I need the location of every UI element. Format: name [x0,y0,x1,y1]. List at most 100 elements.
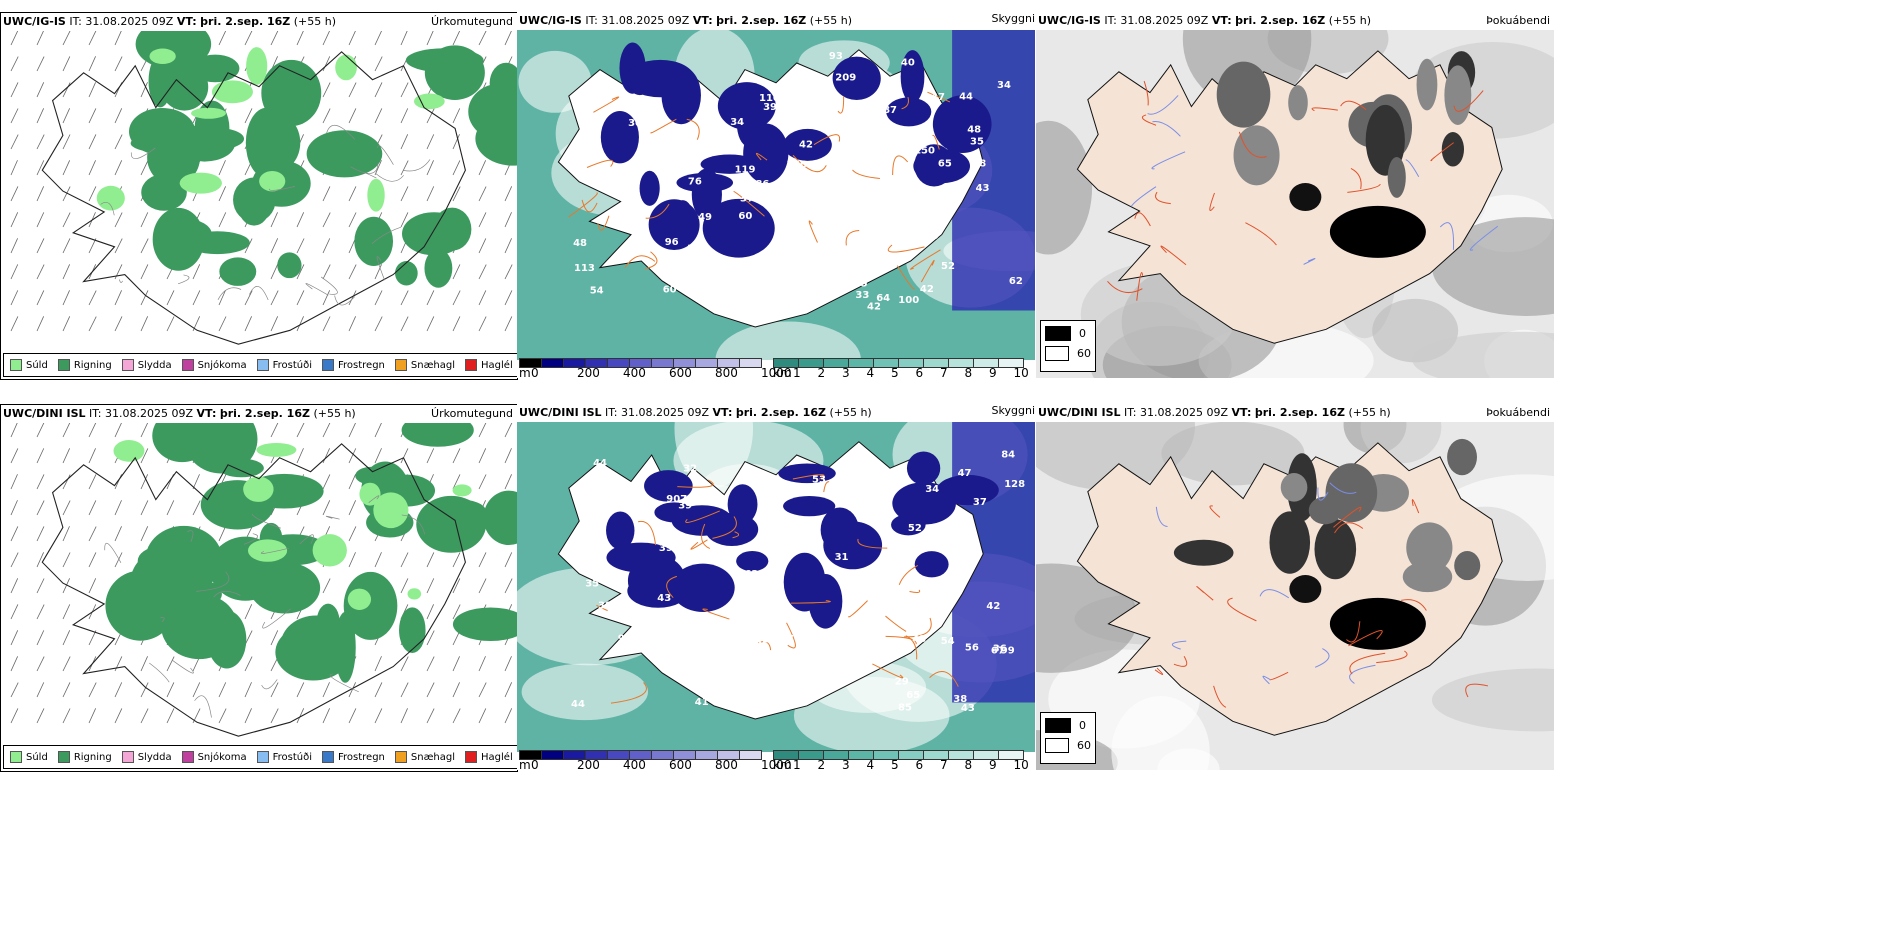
low-cloud [606,511,635,550]
river [251,513,282,529]
drizzle-area [367,178,385,212]
wind-barb [322,290,331,306]
road [624,255,656,268]
legend-swatch [465,359,478,371]
wind-barb [504,423,513,438]
legend-label: Frostregn [338,751,385,763]
road [1227,597,1257,622]
wind-barb [322,474,331,490]
panel-title: Þokuábendi [1486,406,1550,419]
cloud-base-label: 44 [593,458,607,469]
wind-barb [426,31,434,46]
cloud-base-label: 38 [953,694,967,705]
wind-barb [452,186,461,202]
legend-item: Snjókoma [181,359,247,371]
road [593,96,620,113]
wind-barb [478,31,487,46]
cloud-base-label: 128 [1004,479,1025,490]
scale-tick: 200 [577,758,600,770]
rain-area [261,59,322,127]
road [1349,652,1386,675]
wind-barb [504,31,513,46]
low-cloud [914,551,949,578]
fog-mountain [1216,61,1271,128]
wind-barb [374,160,382,176]
drizzle-area [373,492,409,529]
wind-barb [36,526,45,542]
wind-barb [10,448,19,464]
road [1196,585,1214,601]
wind-barb [140,474,149,490]
wind-barb [322,108,331,124]
scale-tick: 6 [915,366,924,378]
legend-label: Súld [26,359,48,371]
wind-barb [322,682,330,698]
river [1151,151,1186,170]
low-cloud [671,505,733,536]
legend-label: Frostregn [338,359,385,371]
cloud-base-label: 67 [991,645,1005,656]
wind-barb [114,290,122,306]
scale-unit: km [773,366,792,378]
road [581,199,598,213]
legend-swatch [181,751,194,763]
wind-barb [504,186,513,202]
wind-barb [322,82,331,98]
river [326,125,356,140]
fog-panel-row1: UWC/IG-IS IT: 31.08.2025 09Z VT: þri. 2.… [1036,12,1554,378]
wind-barb [62,578,70,594]
wind-barb [296,264,305,280]
wind-barb [62,186,71,202]
wind-barb [88,526,97,542]
fog-field [1036,120,1093,255]
cloud-base-label: 64 [876,293,890,304]
wind-barb [322,423,331,438]
cloud-base-label: 47 [931,92,945,103]
rain-area [401,212,467,256]
wind-barb [10,238,18,254]
scale-tick: 1 [793,366,801,378]
wind-barb [166,316,175,332]
scale-unit: km [773,758,792,770]
cloud-base-label: 43 [912,634,926,645]
precip-map [10,423,517,737]
wind-barb [36,56,45,72]
cloud-base-label: 44 [880,509,894,520]
legend-item: Haglél [465,359,513,371]
legend-swatch [322,359,334,371]
drizzle-area [179,172,222,194]
wind-barb [166,682,175,698]
fog-legend: 0 60 [1040,320,1096,372]
cloud-base-label: 39 [763,102,777,113]
cloud-base-label: 34 [997,80,1011,91]
wind-barb [10,264,19,280]
road [733,190,765,217]
cloud-height-colorbar [519,750,762,760]
legend-swatch [57,359,70,371]
road [896,265,916,290]
wind-barb [478,656,486,672]
wind-barb [296,31,305,46]
scale-tick: 5 [891,366,899,378]
river [261,679,278,690]
precip-panel-row1: UWC/IG-IS IT: 31.08.2025 09Z VT: þri. 2.… [0,12,518,380]
fog-map [1036,30,1554,378]
scale-tick: 1000 [761,366,792,378]
wind-barb [36,108,45,124]
wind-barb [36,708,45,724]
scale-tick: 4 [866,758,875,770]
rain-area [277,252,302,279]
river [177,274,190,285]
rain-area [286,650,341,678]
scale-tick: 4 [866,366,875,378]
legend-label: Rigning [73,359,112,371]
panel-header: UWC/IG-IS IT: 31.08.2025 09Z VT: þri. 2.… [1038,14,1372,27]
wind-barb [322,238,331,254]
low-cloud [600,110,639,164]
wind-barb [478,316,487,332]
wind-barb [62,708,71,724]
wind-barb [426,552,435,568]
cloud-base-label: 72 [584,152,598,163]
drizzle-area [312,534,347,567]
cloud-base-label: 43 [976,183,990,194]
